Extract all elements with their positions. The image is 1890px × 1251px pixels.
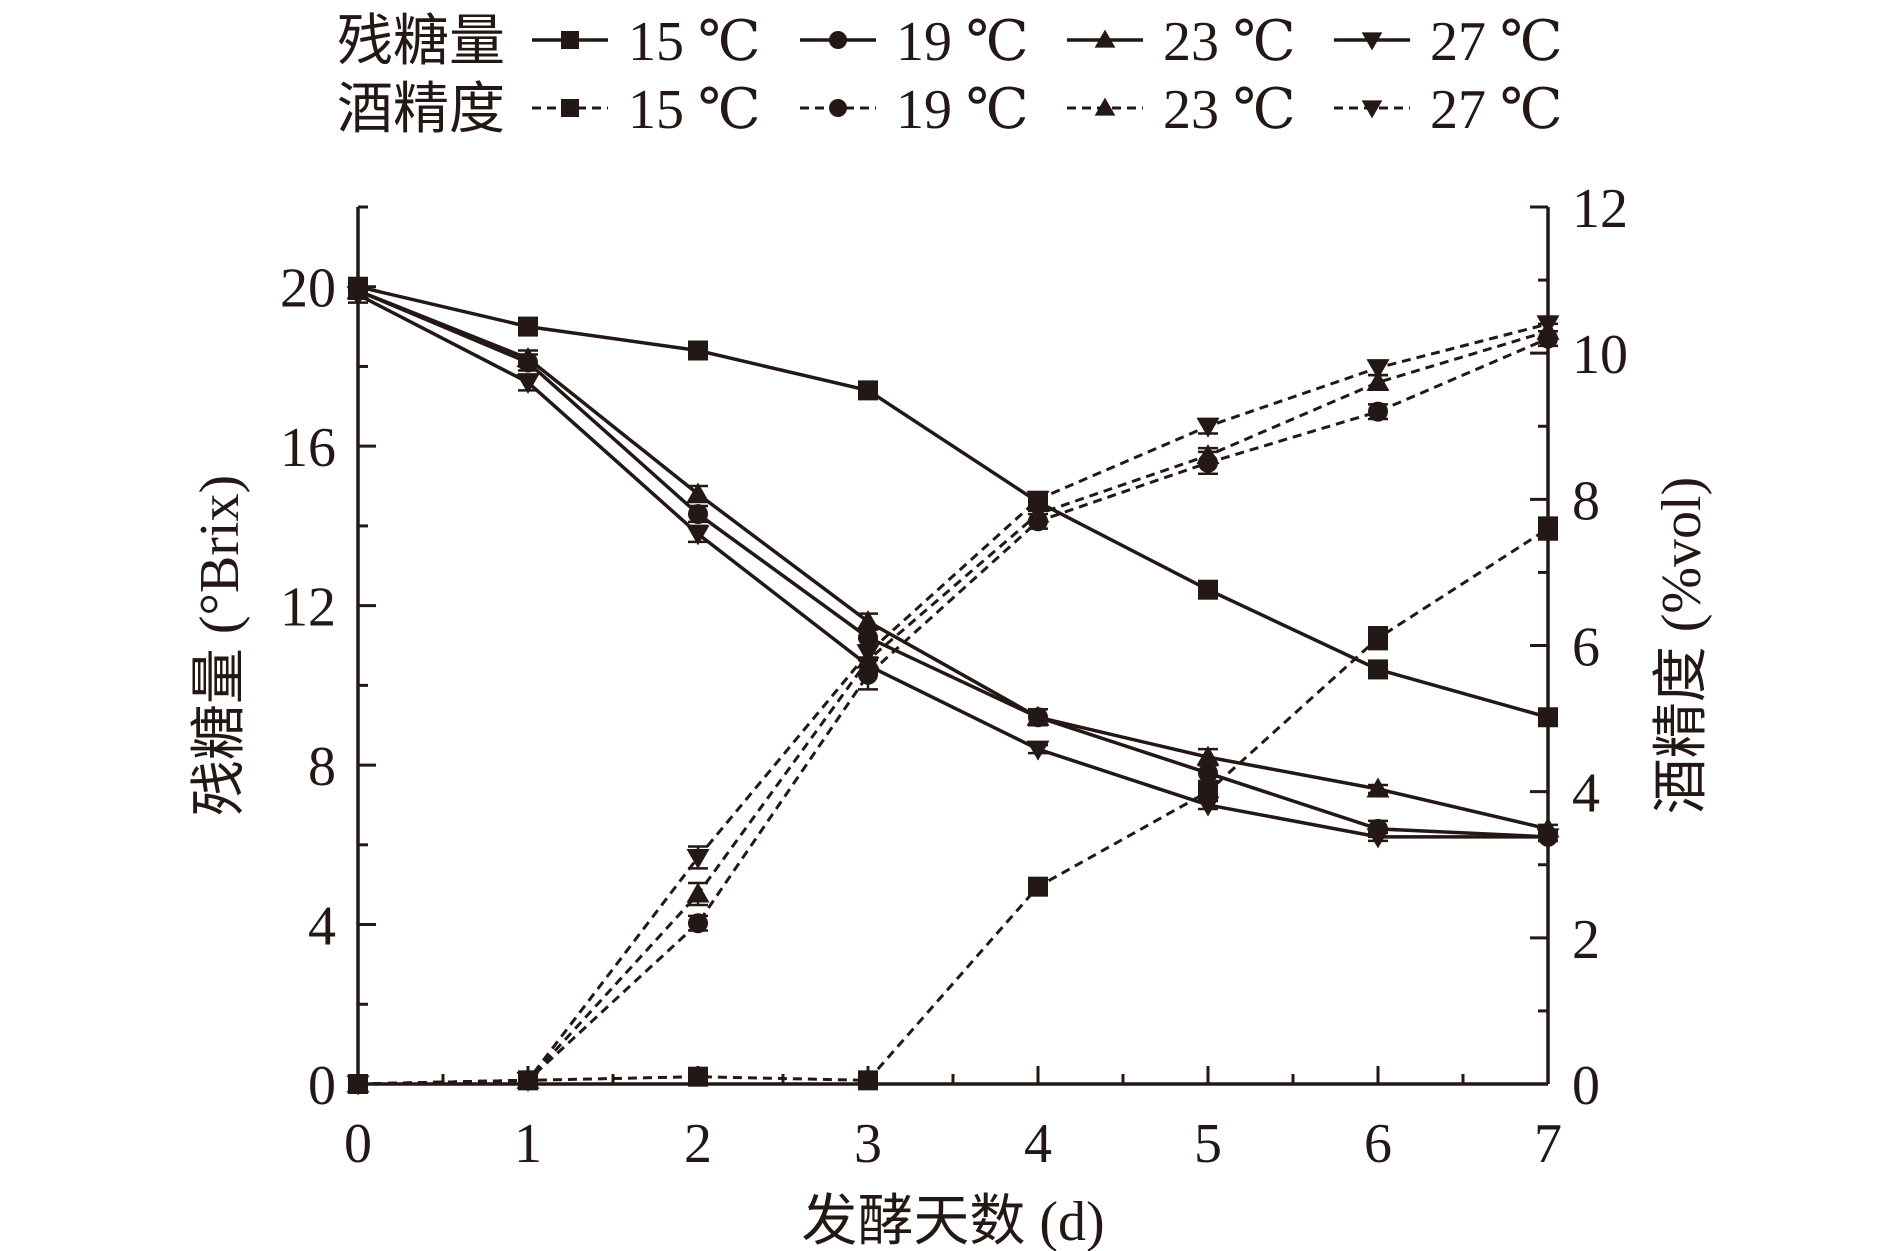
data-point <box>856 610 880 631</box>
data-point <box>518 316 538 337</box>
legend-series-label: 19 ℃ <box>896 79 1029 141</box>
left-y-axis-title: 残糖量 (°Brix) <box>189 475 251 816</box>
right-y-axis-title: 酒精度 (%vol) <box>1651 477 1713 815</box>
data-point <box>688 913 708 934</box>
left-y-tick-label: 0 <box>308 1055 336 1117</box>
data-point <box>688 503 708 524</box>
right-y-tick-label: 0 <box>1572 1055 1600 1117</box>
data-point <box>1026 490 1050 511</box>
data-point <box>1026 705 1050 726</box>
left-y-tick-label: 16 <box>280 417 336 479</box>
legend: 残糖量 15 ℃ 19 ℃ 23 ℃ 27 ℃ 酒精度 15 ℃ 19 ℃ 23 ℃ 27 ℃ <box>337 11 1563 141</box>
x-axis-title: 发酵天数 (d) <box>801 1191 1104 1251</box>
legend-series-label: 15 ℃ <box>628 79 761 141</box>
data-point <box>1536 315 1560 336</box>
data-point <box>686 482 710 503</box>
x-tick-label: 3 <box>854 1113 882 1175</box>
series-sugar-0 <box>348 276 1558 728</box>
data-point <box>1028 876 1048 897</box>
left-y-tick-label: 8 <box>308 736 336 798</box>
legend-series-label: 27 ℃ <box>1430 79 1563 141</box>
data-point <box>1366 828 1390 849</box>
data-point <box>686 525 710 546</box>
x-tick-label: 5 <box>1194 1113 1222 1175</box>
data-point <box>1538 707 1558 728</box>
series-alcohol-7 <box>346 315 1560 1096</box>
legend-marker <box>829 31 847 49</box>
data-point <box>856 644 880 665</box>
series-line <box>357 289 1549 839</box>
right-y-tick-label: 10 <box>1572 324 1628 386</box>
series-line <box>357 293 1548 839</box>
legend-series-label: 15 ℃ <box>628 11 761 73</box>
data-point <box>1196 745 1220 766</box>
series-line <box>357 329 1549 1086</box>
data-point <box>686 882 710 903</box>
legend-marker <box>561 31 579 49</box>
data-point <box>1368 659 1388 680</box>
right-y-tick-label: 8 <box>1572 470 1600 532</box>
series-line <box>357 289 1549 831</box>
data-point <box>1196 443 1220 464</box>
data-point <box>516 1071 540 1092</box>
series-alcohol-5 <box>348 328 1558 1094</box>
x-tick-label: 4 <box>1024 1113 1052 1175</box>
right-y-tick-label: 2 <box>1572 909 1600 971</box>
data-point <box>688 1066 708 1087</box>
data-point <box>1366 370 1390 391</box>
data-point <box>1198 781 1218 802</box>
data-point <box>686 848 710 869</box>
left-y-tick-label: 4 <box>308 896 336 958</box>
x-tick-label: 6 <box>1364 1113 1392 1175</box>
series-alcohol-4 <box>348 516 1558 1094</box>
data-point <box>1368 401 1388 422</box>
x-tick-label: 1 <box>514 1113 542 1175</box>
legend-series-label: 23 ℃ <box>1163 79 1296 141</box>
series-line <box>357 285 1549 719</box>
legend-series-label: 19 ℃ <box>896 11 1029 73</box>
legend-marker <box>561 99 579 117</box>
data-point <box>1538 518 1558 539</box>
plot-area <box>346 276 1560 1096</box>
data-point <box>1536 828 1560 849</box>
data-point <box>1196 417 1220 438</box>
data-point <box>346 1075 370 1096</box>
legend-series-label: 23 ℃ <box>1163 11 1296 73</box>
x-tick-label: 0 <box>344 1113 372 1175</box>
right-y-tick-label: 12 <box>1572 178 1628 240</box>
legend-marker <box>829 99 847 117</box>
series-line <box>357 322 1549 1086</box>
data-point <box>516 346 540 367</box>
left-y-tick-label: 20 <box>280 258 336 320</box>
left-y-tick-label: 12 <box>280 577 336 639</box>
data-point <box>516 373 540 394</box>
legend-marker <box>1361 32 1383 51</box>
series-line <box>357 337 1549 1086</box>
data-point <box>1198 579 1218 600</box>
data-point <box>688 340 708 361</box>
data-point <box>1368 628 1388 649</box>
legend-group-label: 酒精度 <box>337 79 505 141</box>
legend-marker <box>1094 29 1116 48</box>
data-point <box>858 380 878 401</box>
data-point <box>1198 763 1218 784</box>
right-y-tick-label: 4 <box>1572 763 1600 825</box>
data-point <box>346 286 370 307</box>
data-point <box>1366 777 1390 798</box>
legend-marker <box>1361 100 1383 119</box>
legend-marker <box>1094 97 1116 116</box>
series-line <box>357 527 1549 1086</box>
legend-series-label: 27 ℃ <box>1430 11 1563 73</box>
data-point <box>1026 502 1050 523</box>
data-point <box>1026 740 1050 761</box>
legend-group-label: 残糖量 <box>337 11 505 73</box>
right-y-tick-label: 6 <box>1572 617 1600 679</box>
x-tick-label: 2 <box>684 1113 712 1175</box>
data-point <box>858 1070 878 1091</box>
x-tick-label: 7 <box>1534 1113 1562 1175</box>
data-point <box>1366 359 1390 380</box>
